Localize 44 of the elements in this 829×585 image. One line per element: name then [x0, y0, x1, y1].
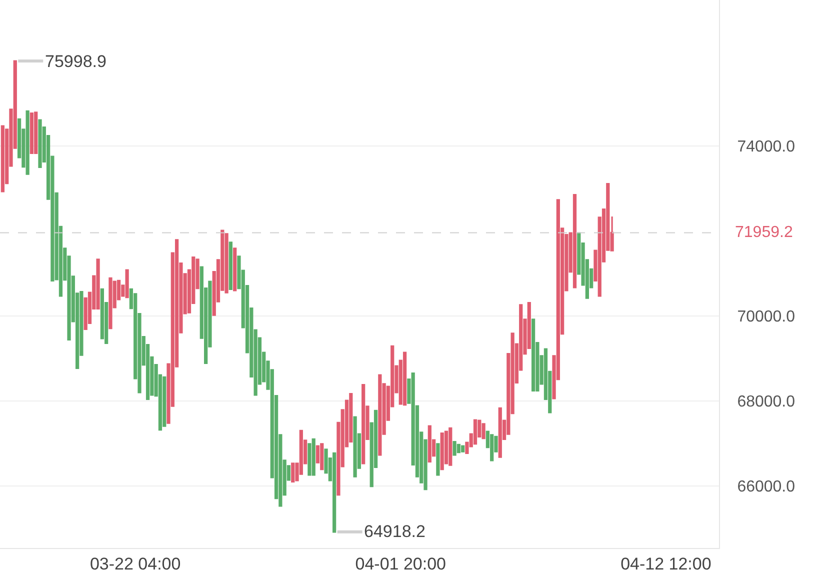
- annotation: 75998.9: [45, 52, 106, 71]
- annotation: 64918.2: [364, 522, 426, 541]
- candlestick: [291, 462, 295, 482]
- candlestick: [353, 416, 357, 478]
- candlestick: [531, 318, 536, 392]
- candlestick: [125, 269, 129, 298]
- x-tick-label: 04-01 20:00: [355, 554, 446, 574]
- candlestick: [320, 443, 324, 470]
- candlestick: [0, 125, 5, 192]
- candlestick: [402, 352, 407, 406]
- candlestick: [498, 407, 502, 458]
- candlestick: [473, 419, 478, 445]
- candlestick: [428, 425, 432, 463]
- candlestick: [34, 112, 38, 154]
- candlestick: [96, 258, 100, 310]
- candlestick: [490, 434, 494, 462]
- candlestick: [452, 440, 456, 456]
- candlestick: [456, 444, 460, 454]
- ref-line-label: 71959.2: [735, 224, 793, 241]
- candlestick: [224, 233, 228, 294]
- candlestick: [38, 119, 42, 168]
- candlestick: [436, 443, 440, 476]
- candlestick: [482, 423, 486, 440]
- candlestick: [228, 242, 232, 290]
- candlestick: [162, 376, 166, 427]
- y-tick-label: 70000.0: [737, 308, 796, 326]
- candlestick: [108, 277, 112, 330]
- candlestick: [332, 452, 336, 533]
- candlestick: [349, 392, 353, 443]
- candlestick: [26, 110, 30, 175]
- candlestick: [440, 432, 444, 470]
- candlestick: [448, 427, 452, 466]
- y-tick-label: 66000.0: [737, 478, 796, 496]
- candlestick: [572, 194, 577, 288]
- candlestick: [362, 384, 366, 464]
- candlestick: [30, 112, 34, 154]
- y-tick-label: 74000.0: [737, 138, 796, 156]
- candlestick: [461, 445, 465, 452]
- x-tick-label: 03-22 04:00: [90, 554, 181, 574]
- x-tick-label: 04-12 12:00: [620, 554, 712, 574]
- candlestick: [378, 374, 382, 456]
- y-tick-label: 68000.0: [737, 394, 796, 411]
- candlestick: [312, 438, 316, 476]
- candlestick: [233, 248, 237, 292]
